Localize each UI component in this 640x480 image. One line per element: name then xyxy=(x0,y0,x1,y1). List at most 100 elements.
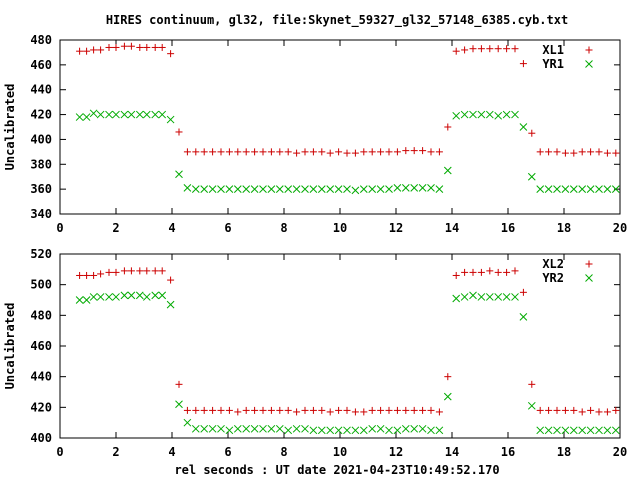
data-point-yr1 xyxy=(158,110,167,119)
data-point-yr1-d2 xyxy=(443,166,452,175)
data-point-xl1 xyxy=(587,148,595,156)
data-point-xl2 xyxy=(494,268,502,276)
bottom-panel: 0 2 4 6 8 10 12 14 16 18 20 400 420 440 460 480 500 520 Un… xyxy=(3,247,627,459)
data-point-yr2-d2 xyxy=(469,291,477,300)
data-point-yr2 xyxy=(183,418,192,427)
data-point-yr1 xyxy=(334,185,343,193)
data-point-yr1-d2 xyxy=(233,185,242,193)
data-point-yr1 xyxy=(595,185,603,193)
data-point-yr1 xyxy=(569,185,578,193)
data-point-yr1 xyxy=(142,110,151,119)
data-point-xl1 xyxy=(151,43,159,51)
y-tick-label: 360 xyxy=(30,182,52,196)
data-point-yr1-d2 xyxy=(250,185,259,193)
data-point-xl2 xyxy=(158,267,166,275)
data-point-yr2-d2 xyxy=(175,400,183,409)
data-point-xl1 xyxy=(143,43,151,51)
data-point-xl2 xyxy=(435,408,443,416)
data-point-yr1-d2 xyxy=(343,185,351,193)
legend-label-yr1: YR1 xyxy=(542,57,564,71)
data-point-yr1-d2 xyxy=(151,110,160,119)
data-point-yr2-d2 xyxy=(120,291,129,300)
data-point-xl1 xyxy=(469,45,477,53)
data-point-yr2-d2 xyxy=(259,424,267,433)
data-point-yr2-d2 xyxy=(603,426,612,435)
data-point-yr1 xyxy=(410,184,419,192)
data-point-xl2 xyxy=(175,380,183,388)
data-point-yr2 xyxy=(519,313,528,321)
data-point-yr2-d2 xyxy=(233,424,242,433)
data-point-yr2 xyxy=(301,424,309,433)
data-point-yr1-d2 xyxy=(120,110,129,119)
data-point-yr2-d2 xyxy=(225,426,234,435)
data-point-xl1 xyxy=(309,148,317,156)
data-point-yr1-d2 xyxy=(242,185,251,193)
y-tick-label: 480 xyxy=(30,33,52,47)
data-point-yr2 xyxy=(343,426,351,435)
data-point-xl2 xyxy=(503,268,511,276)
data-point-yr1-d2 xyxy=(477,110,486,119)
data-point-yr2 xyxy=(96,293,105,301)
data-point-yr2 xyxy=(494,293,503,301)
data-point-xl1 xyxy=(444,123,452,131)
data-point-yr1-d2 xyxy=(485,110,494,119)
data-point-yr2-d2 xyxy=(275,424,284,433)
data-point-yr2 xyxy=(242,424,251,433)
data-point-xl2 xyxy=(393,406,401,414)
data-point-yr2 xyxy=(410,424,419,433)
data-point-yr2 xyxy=(561,426,570,435)
data-point-yr2-d2 xyxy=(200,424,209,433)
data-point-yr1 xyxy=(200,185,209,193)
data-point-yr1 xyxy=(127,110,136,119)
data-point-yr1-d2 xyxy=(427,184,435,192)
x-tick-label: 8 xyxy=(280,445,287,459)
data-point-yr2 xyxy=(435,426,444,435)
data-point-xl1 xyxy=(326,149,334,157)
data-point-xl2 xyxy=(90,271,98,279)
data-point-yr1-d2 xyxy=(569,185,578,193)
data-point-yr2 xyxy=(586,426,595,435)
data-point-yr1 xyxy=(611,185,620,193)
data-point-yr1 xyxy=(225,185,234,193)
data-point-yr2-d2 xyxy=(443,392,452,401)
data-point-xl2 xyxy=(536,406,544,414)
data-point-yr1 xyxy=(544,185,553,193)
y-tick-label: 400 xyxy=(30,431,52,445)
data-point-yr2-d2 xyxy=(284,426,293,435)
data-point-xl2 xyxy=(452,271,460,279)
data-point-yr2-d2 xyxy=(536,426,545,435)
data-point-xl2 xyxy=(127,267,135,275)
data-point-yr1 xyxy=(368,185,377,193)
data-point-xl2 xyxy=(143,267,151,275)
x-axis-label: rel seconds : UT date 2021-04-23T10:49:5… xyxy=(174,463,499,477)
data-point-yr1 xyxy=(317,185,326,193)
data-point-xl1 xyxy=(158,43,166,51)
data-point-yr1-d2 xyxy=(376,185,385,193)
x-tick-label: 2 xyxy=(112,221,119,235)
data-point-xl1 xyxy=(343,149,351,157)
data-point-xl2 xyxy=(360,408,368,416)
data-point-yr2-d2 xyxy=(292,424,301,433)
data-point-xl2 xyxy=(209,406,217,414)
x-tick-label: 6 xyxy=(224,221,231,235)
data-point-yr1 xyxy=(586,185,595,193)
data-point-yr1 xyxy=(242,185,251,193)
x-tick-label: 10 xyxy=(333,221,347,235)
data-point-yr2 xyxy=(175,400,183,409)
data-point-yr2 xyxy=(309,426,318,435)
data-point-xl1 xyxy=(217,148,225,156)
data-point-yr1-d2 xyxy=(200,185,209,193)
data-point-yr1-d2 xyxy=(284,185,293,193)
data-point-yr1-d2 xyxy=(603,185,612,193)
data-point-yr1-d2 xyxy=(527,172,536,181)
series-yr1 xyxy=(75,109,620,195)
data-point-xl1 xyxy=(486,45,494,53)
data-point-xl1 xyxy=(167,50,175,58)
data-point-yr1-d2 xyxy=(127,110,136,119)
data-point-yr1 xyxy=(385,185,393,193)
x-tick-label: 4 xyxy=(168,221,175,235)
data-point-yr1 xyxy=(267,185,276,193)
data-point-yr2-d2 xyxy=(301,424,309,433)
data-point-xl1 xyxy=(528,129,536,137)
data-point-yr2-d2 xyxy=(151,291,160,300)
